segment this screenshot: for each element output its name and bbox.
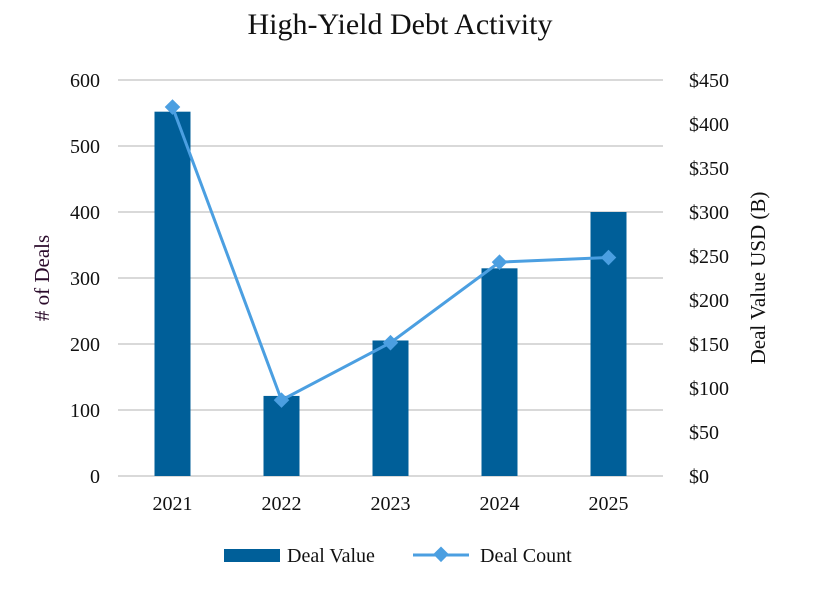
bar-series (154, 111, 627, 477)
y-tick-label: 0 (90, 466, 100, 488)
y-axis-left-ticks: 0 100 200 300 400 500 600 (70, 70, 100, 488)
y-right-tick-label: $300 (689, 202, 729, 224)
legend-swatch-deal-value (224, 549, 280, 562)
y-right-tick-label: $450 (689, 70, 729, 92)
y-tick-label: 200 (70, 334, 100, 356)
y-right-tick-label: $250 (689, 246, 729, 268)
y-axis-right-label: Deal Value USD (B) (746, 192, 770, 365)
x-tick-label: 2022 (262, 493, 302, 515)
y-right-tick-label: $400 (689, 114, 729, 136)
point-deal-count-2021 (164, 99, 181, 115)
legend-marker-deal-count (433, 546, 449, 563)
y-right-tick-label: $150 (689, 334, 729, 356)
bar-deal-value-2021 (154, 111, 191, 477)
legend: Deal Value Deal Count (224, 545, 572, 567)
bar-deal-value-2022 (263, 395, 300, 476)
bar-deal-value-2023 (372, 340, 409, 476)
y-right-tick-label: $50 (689, 422, 719, 444)
chart-title: High-Yield Debt Activity (248, 8, 553, 41)
y-right-tick-label: $100 (689, 378, 729, 400)
x-tick-label: 2025 (589, 493, 629, 515)
y-right-tick-label: $0 (689, 466, 709, 488)
legend-label-deal-value: Deal Value (287, 545, 375, 567)
y-axis-left-label: # of Deals (30, 235, 54, 321)
y-tick-label: 400 (70, 202, 100, 224)
y-right-tick-label: $200 (689, 290, 729, 312)
x-tick-label: 2023 (371, 493, 411, 515)
y-tick-label: 500 (70, 136, 100, 158)
y-tick-label: 300 (70, 268, 100, 290)
x-tick-label: 2021 (153, 493, 193, 515)
x-axis-ticks: 2021 2022 2023 2024 2025 (153, 493, 629, 515)
y-tick-label: 100 (70, 400, 100, 422)
bar-deal-value-2024 (481, 268, 518, 476)
x-tick-label: 2024 (480, 493, 520, 515)
y-axis-right-ticks: $0 $50 $100 $150 $200 $250 $300 $350 $400 $450 (689, 70, 729, 488)
legend-label-deal-count: Deal Count (480, 545, 572, 567)
y-right-tick-label: $350 (689, 158, 729, 180)
y-tick-label: 600 (70, 70, 100, 92)
